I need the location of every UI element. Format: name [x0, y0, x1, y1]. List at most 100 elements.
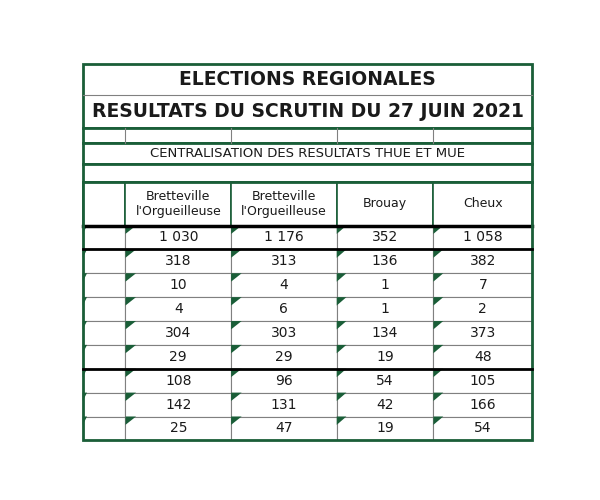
Text: 48: 48 — [474, 350, 491, 364]
Bar — [433, 369, 532, 392]
Bar — [125, 297, 231, 321]
Bar — [83, 345, 125, 369]
Text: 54: 54 — [474, 422, 491, 436]
Polygon shape — [433, 274, 443, 281]
Bar — [231, 416, 337, 440]
Bar — [337, 369, 433, 392]
Bar — [337, 416, 433, 440]
Polygon shape — [83, 274, 87, 281]
Polygon shape — [337, 321, 346, 330]
Polygon shape — [125, 250, 136, 258]
Text: 25: 25 — [170, 422, 187, 436]
Polygon shape — [231, 392, 242, 401]
Polygon shape — [337, 274, 346, 281]
Text: 373: 373 — [470, 326, 496, 340]
Bar — [83, 250, 125, 274]
Polygon shape — [433, 345, 443, 354]
Polygon shape — [433, 250, 443, 258]
Bar — [231, 274, 337, 297]
Bar — [125, 321, 231, 345]
Polygon shape — [433, 226, 443, 234]
Bar — [231, 182, 337, 226]
Text: 29: 29 — [275, 350, 293, 364]
Text: 134: 134 — [372, 326, 398, 340]
Bar — [433, 345, 532, 369]
Bar — [433, 321, 532, 345]
Bar — [125, 392, 231, 416]
Text: 96: 96 — [275, 374, 293, 388]
Text: 10: 10 — [169, 278, 187, 292]
Polygon shape — [125, 226, 136, 234]
Polygon shape — [83, 321, 87, 330]
Bar — [125, 226, 231, 250]
Bar — [125, 274, 231, 297]
Bar — [337, 345, 433, 369]
Bar — [125, 416, 231, 440]
Polygon shape — [83, 226, 87, 234]
Bar — [83, 321, 125, 345]
Text: ELECTIONS REGIONALES: ELECTIONS REGIONALES — [179, 70, 436, 89]
Bar — [433, 182, 532, 226]
Text: 304: 304 — [165, 326, 191, 340]
Text: 42: 42 — [376, 398, 394, 411]
Bar — [83, 64, 532, 128]
Text: 47: 47 — [275, 422, 293, 436]
Bar — [433, 297, 532, 321]
Polygon shape — [83, 250, 87, 258]
Bar — [231, 250, 337, 274]
Bar — [231, 297, 337, 321]
Bar — [83, 182, 532, 440]
Bar — [433, 274, 532, 297]
Bar — [83, 226, 125, 250]
Polygon shape — [125, 392, 136, 401]
Bar — [433, 250, 532, 274]
Polygon shape — [337, 250, 346, 258]
Bar — [83, 392, 125, 416]
Bar — [231, 345, 337, 369]
Text: 19: 19 — [376, 422, 394, 436]
Text: 105: 105 — [470, 374, 496, 388]
Bar — [433, 416, 532, 440]
Polygon shape — [231, 226, 242, 234]
Text: 318: 318 — [165, 254, 191, 268]
Text: 303: 303 — [271, 326, 297, 340]
Polygon shape — [337, 226, 346, 234]
Text: 4: 4 — [280, 278, 288, 292]
Bar — [83, 143, 532, 164]
Bar — [83, 416, 125, 440]
Text: RESULTATS DU SCRUTIN DU 27 JUIN 2021: RESULTATS DU SCRUTIN DU 27 JUIN 2021 — [92, 102, 523, 120]
Bar — [83, 128, 532, 143]
Text: CENTRALISATION DES RESULTATS THUE ET MUE: CENTRALISATION DES RESULTATS THUE ET MUE — [150, 147, 465, 160]
Bar — [433, 392, 532, 416]
Text: 1 176: 1 176 — [264, 230, 304, 244]
Polygon shape — [83, 345, 87, 354]
Text: 142: 142 — [165, 398, 191, 411]
Polygon shape — [125, 274, 136, 281]
Polygon shape — [231, 250, 242, 258]
Polygon shape — [125, 321, 136, 330]
Polygon shape — [125, 369, 136, 377]
Polygon shape — [433, 321, 443, 330]
Text: 6: 6 — [280, 302, 289, 316]
Text: 7: 7 — [478, 278, 487, 292]
Polygon shape — [83, 392, 87, 401]
Polygon shape — [231, 416, 242, 425]
Bar — [83, 164, 532, 182]
Text: Brouay: Brouay — [363, 197, 407, 210]
Bar — [125, 369, 231, 392]
Text: 29: 29 — [169, 350, 187, 364]
Text: 1: 1 — [380, 302, 389, 316]
Bar — [83, 182, 125, 226]
Polygon shape — [433, 369, 443, 377]
Text: 1 058: 1 058 — [463, 230, 503, 244]
Text: Bretteville
l'Orgueilleuse: Bretteville l'Orgueilleuse — [241, 190, 327, 218]
Bar — [337, 392, 433, 416]
Bar — [337, 297, 433, 321]
Bar — [337, 250, 433, 274]
Bar — [125, 182, 231, 226]
Polygon shape — [231, 321, 242, 330]
Bar — [337, 182, 433, 226]
Polygon shape — [433, 297, 443, 306]
Bar — [231, 321, 337, 345]
Text: 382: 382 — [470, 254, 496, 268]
